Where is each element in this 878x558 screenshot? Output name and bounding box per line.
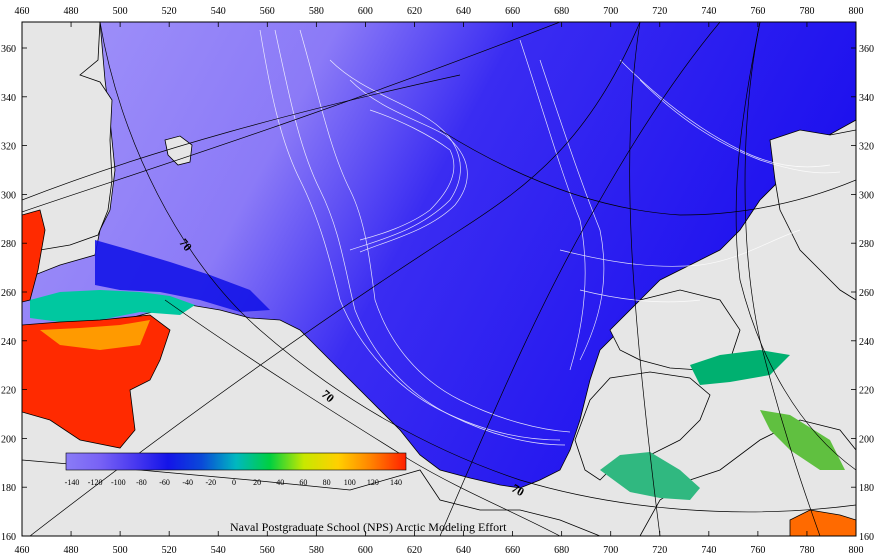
- y-tick-label-right: 160: [859, 532, 874, 543]
- x-tick-label-bottom: 560: [260, 545, 275, 556]
- y-tick-label-left: 220: [1, 386, 16, 397]
- graticule: [22, 22, 856, 536]
- y-tick-label-left: 160: [1, 532, 16, 543]
- x-tick-label-bottom: 740: [701, 545, 716, 556]
- hot-region-left: [22, 314, 171, 449]
- colorbar-tick-label: 40: [276, 478, 284, 487]
- colorbar-tick-label: 60: [299, 478, 307, 487]
- x-ticks-bottom: 460 480 500 520 540 560 580 600 620 640 660 680 700 7…: [15, 531, 864, 556]
- x-tick-label-bottom: 640: [456, 545, 471, 556]
- warm-current-band: [95, 240, 270, 312]
- y-tick-label-right: 200: [859, 434, 874, 445]
- x-tick-label-bottom: 780: [799, 545, 814, 556]
- y-tick-label-left: 240: [1, 337, 16, 348]
- bathymetry-contours: [259, 29, 841, 446]
- x-ticks-top: 460 480 500 520 540 560 580 600 620 640 660 680 700 7…: [15, 6, 864, 27]
- map-field: [22, 22, 856, 536]
- y-tick-label-right: 340: [859, 93, 874, 104]
- x-tick-label-top: 780: [799, 6, 814, 17]
- colorbar-tick-label: -20: [206, 478, 217, 487]
- x-tick-label-top: 600: [358, 6, 373, 17]
- x-tick-label-bottom: 500: [113, 545, 128, 556]
- x-tick-label-bottom: 680: [554, 545, 569, 556]
- colorbar-tick-label: 120: [367, 478, 379, 487]
- x-tick-label-bottom: 700: [603, 545, 618, 556]
- x-tick-label-bottom: 460: [15, 545, 30, 556]
- x-tick-label-top: 480: [64, 6, 79, 17]
- x-tick-label-bottom: 660: [505, 545, 520, 556]
- colorbar: -140 -120 -100 -80 -60 -40 -20 0 20 40 60 80 100 120 1…: [65, 452, 407, 487]
- x-tick-label-bottom: 600: [358, 545, 373, 556]
- colorbar-tick-label: 80: [323, 478, 331, 487]
- y-tick-label-right: 280: [859, 239, 874, 250]
- warm-current-core: [30, 290, 195, 322]
- y-tick-label-left: 360: [1, 44, 16, 55]
- y-tick-label-left: 260: [1, 288, 16, 299]
- y-tick-label-right: 240: [859, 337, 874, 348]
- y-ticks-left: 360 340 320 300 280 260 240 220 200 180 160: [1, 44, 27, 543]
- colorbar-bar: [65, 452, 407, 471]
- x-tick-label-bottom: 580: [309, 545, 324, 556]
- plot-frame: [21, 21, 857, 537]
- x-tick-label-bottom: 760: [750, 545, 765, 556]
- y-tick-label-right: 360: [859, 44, 874, 55]
- colorbar-tick-label: -140: [65, 478, 80, 487]
- colorbar-tick-label: -120: [88, 478, 103, 487]
- greenland-land: [22, 22, 113, 253]
- x-tick-label-top: 540: [211, 6, 226, 17]
- hot-strip-top-left: [22, 209, 46, 303]
- x-tick-label-top: 800: [849, 6, 864, 17]
- x-tick-label-top: 560: [260, 6, 275, 17]
- colorbar-tick-label: 0: [232, 478, 236, 487]
- x-tick-label-top: 640: [456, 6, 471, 17]
- y-tick-label-right: 260: [859, 288, 874, 299]
- warm-region-left: [40, 320, 150, 350]
- x-tick-label-top: 520: [162, 6, 177, 17]
- x-tick-label-top: 720: [652, 6, 667, 17]
- x-tick-label-top: 660: [505, 6, 520, 17]
- y-tick-label-left: 200: [1, 434, 16, 445]
- bottom-left-land: [22, 459, 601, 536]
- x-tick-label-top: 700: [603, 6, 618, 17]
- credit-text: Naval Postgraduate School (NPS) Arctic M…: [230, 520, 507, 534]
- colorbar-tick-label: 20: [253, 478, 261, 487]
- x-tick-label-top: 740: [701, 6, 716, 17]
- x-tick-label-top: 580: [309, 6, 324, 17]
- x-tick-label-top: 680: [554, 6, 569, 17]
- y-tick-label-right: 220: [859, 386, 874, 397]
- x-tick-label-bottom: 620: [407, 545, 422, 556]
- y-tick-label-left: 340: [1, 93, 16, 104]
- y-tick-label-left: 300: [1, 190, 16, 201]
- x-tick-label-bottom: 720: [652, 545, 667, 556]
- colorbar-tick-labels: -140 -120 -100 -80 -60 -40 -20 0 20 40 60 80 100 120 1…: [65, 478, 402, 487]
- y-tick-label-right: 180: [859, 483, 874, 494]
- x-tick-label-bottom: 540: [211, 545, 226, 556]
- y-tick-label-left: 280: [1, 239, 16, 250]
- x-tick-label-bottom: 520: [162, 545, 177, 556]
- x-tick-label-top: 500: [113, 6, 128, 17]
- colorbar-tick-label: 140: [390, 478, 402, 487]
- y-tick-label-right: 300: [859, 190, 874, 201]
- colorbar-tick-label: -80: [136, 478, 147, 487]
- x-tick-label-bottom: 800: [849, 545, 864, 556]
- scandinavia-land: [574, 371, 711, 481]
- y-tick-label-left: 320: [1, 142, 16, 153]
- colorbar-tick-label: 100: [344, 478, 356, 487]
- x-tick-label-top: 460: [15, 6, 30, 17]
- x-tick-label-top: 620: [407, 6, 422, 17]
- x-tick-label-bottom: 480: [64, 545, 79, 556]
- y-tick-label-right: 320: [859, 142, 874, 153]
- colorbar-tick-label: -100: [111, 478, 126, 487]
- colorbar-tick-label: -40: [182, 478, 193, 487]
- x-tick-label-top: 760: [750, 6, 765, 17]
- colorbar-tick-label: -60: [159, 478, 170, 487]
- y-ticks-right: 360 340 320 300 280 260 240 220 200 180 160: [851, 44, 874, 543]
- coastal-current-3: [760, 410, 845, 470]
- coastal-current-2: [600, 452, 700, 500]
- y-tick-label-left: 180: [1, 483, 16, 494]
